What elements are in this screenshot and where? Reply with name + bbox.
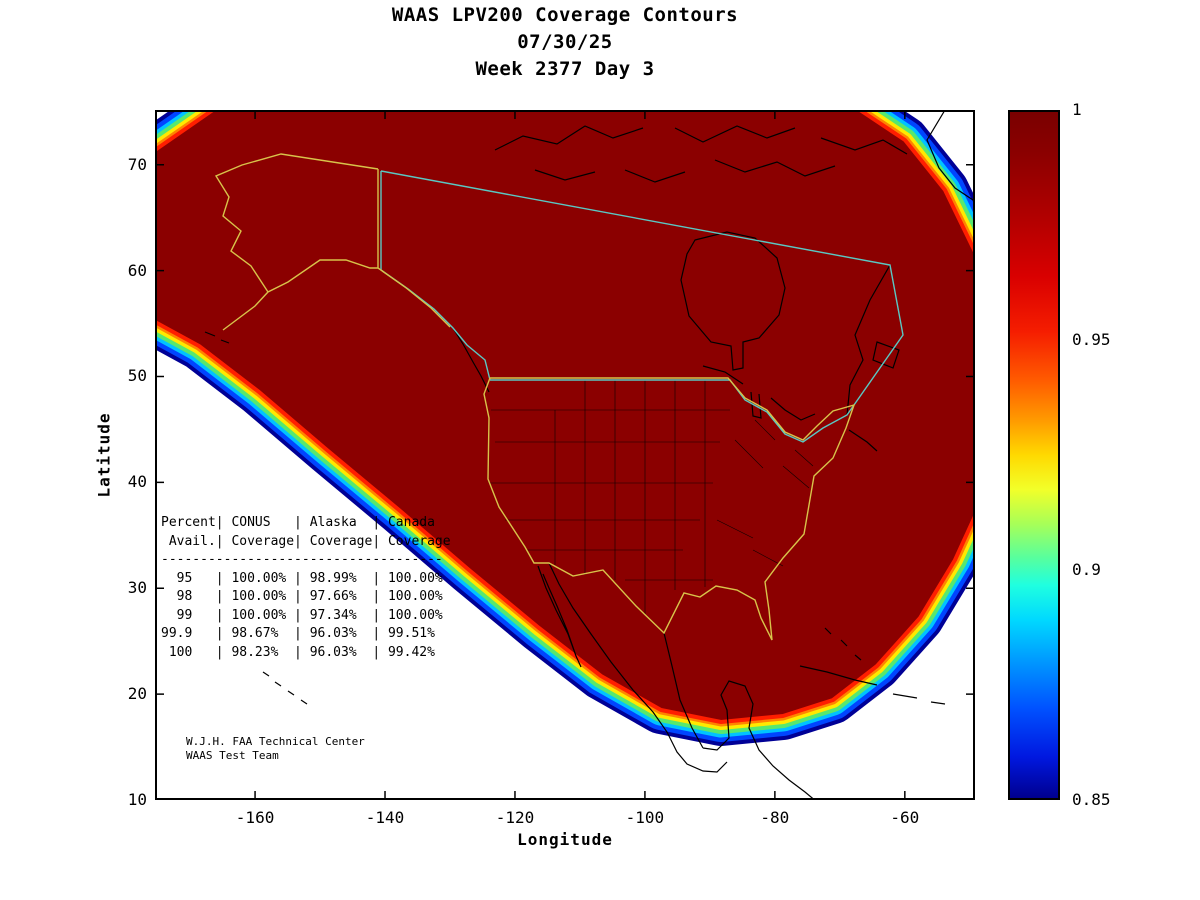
- x-tick-label: -80: [760, 808, 790, 827]
- x-tick-label: -140: [365, 808, 405, 827]
- x-tick-label: -60: [890, 808, 920, 827]
- colorbar-tick-label: 1: [1072, 100, 1082, 119]
- state-borders: [489, 380, 814, 615]
- coastlines: [204, 110, 974, 800]
- x-tick-label: -160: [235, 808, 275, 827]
- coverage-map-plot: [155, 110, 975, 800]
- colorbar-tick-label: 0.95: [1072, 330, 1111, 349]
- y-tick-label: 70: [127, 154, 147, 174]
- figure-title: WAAS LPV200 Coverage Contours: [391, 4, 739, 26]
- axis-ticks: [156, 111, 974, 800]
- colorbar-tick-label: 0.85: [1072, 790, 1111, 809]
- y-tick-label: 10: [127, 790, 147, 809]
- y-tick-label: 30: [127, 578, 147, 598]
- x-tick-label: -100: [625, 808, 665, 827]
- figure-title-block: WAAS LPV200 Coverage Contours 07/30/25 W…: [155, 2, 975, 83]
- colorbar: [1008, 110, 1060, 800]
- plot-frame: [155, 110, 975, 800]
- y-tick-label: 50: [127, 366, 147, 386]
- figure-date: 07/30/25: [517, 31, 613, 53]
- y-tick-label: 40: [127, 472, 147, 492]
- credit-line1: W.J.H. FAA Technical Center: [186, 735, 365, 748]
- credit-line2: WAAS Test Team: [186, 749, 279, 762]
- figure-week-label: Week 2377 Day 3: [475, 58, 655, 80]
- availability-table: Percent| CONUS | Alaska | Canada Avail.|…: [161, 515, 451, 660]
- us-border-outline: [214, 153, 856, 641]
- y-tick-label: 20: [127, 684, 147, 704]
- y-tick-label: 60: [127, 260, 147, 280]
- credit-text: W.J.H. FAA Technical Center WAAS Test Te…: [186, 735, 365, 763]
- x-tick-label: -120: [495, 808, 535, 827]
- x-axis-label: Longitude: [517, 830, 613, 849]
- colorbar-tick-label: 0.9: [1072, 560, 1101, 579]
